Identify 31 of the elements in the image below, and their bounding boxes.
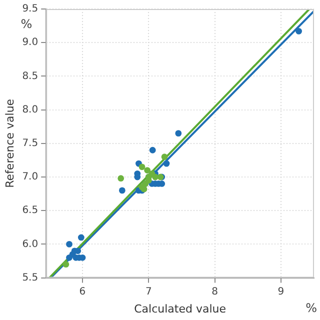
point bbox=[78, 234, 84, 241]
text: % bbox=[306, 301, 317, 316]
point bbox=[62, 261, 70, 268]
point bbox=[144, 167, 151, 174]
point bbox=[149, 146, 156, 154]
point bbox=[152, 174, 158, 180]
y-tick-label: 5.5 bbox=[22, 272, 38, 284]
point bbox=[161, 154, 168, 160]
y-tick-label: 6.5 bbox=[22, 205, 38, 216]
point bbox=[163, 160, 170, 167]
y-tick-label: 6.0 bbox=[22, 238, 38, 250]
y-tick-label: 9.5 bbox=[22, 4, 38, 15]
y-tick-label: 8.0 bbox=[22, 104, 38, 116]
point bbox=[118, 175, 124, 182]
point bbox=[66, 241, 72, 248]
point bbox=[138, 164, 146, 170]
y-tick-label: 9.0 bbox=[22, 37, 38, 48]
x-tick-label: 6 bbox=[79, 286, 86, 298]
x-tick-label: 8 bbox=[212, 286, 218, 298]
text: % bbox=[20, 17, 32, 32]
x-axis-title: Calculated value bbox=[134, 302, 226, 316]
point bbox=[175, 130, 182, 137]
y-axis-title: Reference value bbox=[3, 98, 16, 188]
point bbox=[118, 187, 126, 194]
y-tick-label: 8.5 bbox=[22, 70, 38, 82]
point bbox=[69, 251, 76, 258]
x-tick-label: 9 bbox=[278, 286, 284, 298]
point bbox=[296, 28, 302, 34]
y-tick-label: 7.0 bbox=[22, 172, 38, 183]
y-tick-label: 7.5 bbox=[22, 138, 38, 149]
x-tick-label: 7 bbox=[145, 286, 152, 298]
